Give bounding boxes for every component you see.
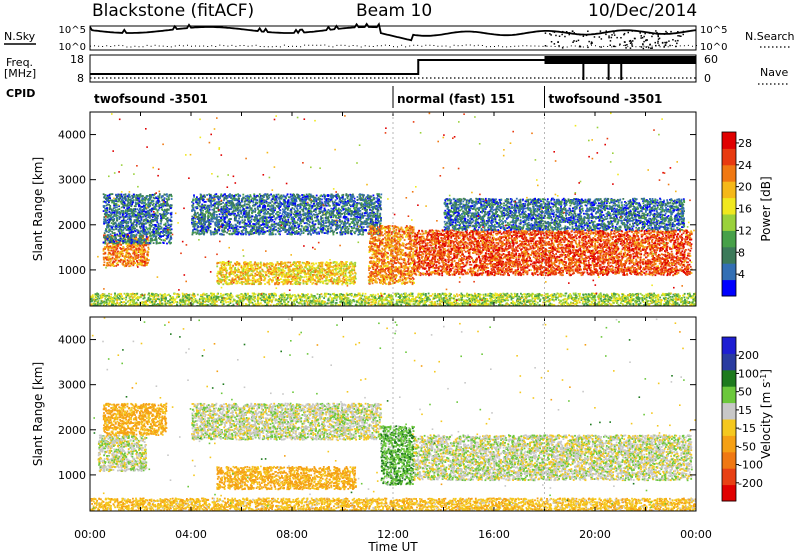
nsky-label: N.Sky <box>4 30 36 43</box>
velocity-colorbar-tick-label: -100 <box>738 459 763 472</box>
beam-title: Beam 10 <box>356 1 432 21</box>
ytick-label: 2000 <box>58 219 86 232</box>
scatter-region <box>90 292 696 306</box>
ytick-label: 3000 <box>58 174 86 187</box>
scatter-region <box>216 260 357 286</box>
power-scatter <box>90 112 696 306</box>
ytick-label: 1000 <box>58 264 86 277</box>
freq-tick-lo: 8 <box>77 72 84 85</box>
power-colorbar-tick-label: 28 <box>738 137 752 150</box>
scatter-region <box>102 193 173 245</box>
velocity-colorbar-tick-label: -50 <box>738 440 756 453</box>
nave-tick-hi: 60 <box>704 53 718 66</box>
velocity-colorbar-swatch <box>722 353 736 371</box>
power-colorbar-tick-label: 4 <box>738 268 745 281</box>
xtick-label: 08:00 <box>276 528 308 541</box>
ytick-label: 4000 <box>58 129 86 142</box>
cpid-row: twofsound -3501 normal (fast) 151 twofsoun… <box>94 86 662 108</box>
scatter-region <box>216 465 357 491</box>
velocity-colorbar-swatch <box>722 419 736 436</box>
ytick-label: 2000 <box>58 424 86 437</box>
scatter-region <box>90 497 696 511</box>
power-colorbar-swatch <box>722 132 736 149</box>
xtick-label: 00:00 <box>680 528 712 541</box>
freq-tick-hi: 18 <box>70 53 84 66</box>
power-colorbar-swatch <box>722 181 736 199</box>
ytick-label: 1000 <box>58 469 86 482</box>
power-colorbar-swatch <box>722 164 736 182</box>
velocity-axes: 1000 2000 3000 4000 <box>58 317 697 511</box>
velocity-colorbar-swatch <box>722 468 736 486</box>
power-colorbar-swatch <box>722 230 736 248</box>
xaxis-label: Time UT <box>367 540 418 554</box>
power-axes: 1000 2000 3000 4000 <box>58 112 697 306</box>
cpid-segment-label: twofsound -3501 <box>94 92 208 106</box>
power-colorbar-swatch <box>722 279 736 297</box>
velocity-colorbar-swatch <box>722 386 736 404</box>
velocity-colorbar-swatch <box>722 435 736 453</box>
cpid-label: CPID <box>6 87 35 100</box>
power-colorbar-tick-label: 20 <box>738 181 752 194</box>
scatter-region <box>443 197 686 232</box>
xtick-label: 16:00 <box>478 528 510 541</box>
noise-tick-lo-left: 10^0 <box>59 42 86 53</box>
xtick-label: 04:00 <box>175 528 207 541</box>
noise-tick-hi-right: 10^5 <box>700 25 727 36</box>
station-title: Blackstone (fitACF) <box>92 1 254 21</box>
time-axis: 00:00 04:00 08:00 12:00 16:00 20:00 00:00 <box>74 528 712 541</box>
velocity-colorbar-tick-label: 50 <box>738 386 752 399</box>
power-colorbar-tick-label: 8 <box>738 246 745 259</box>
freq-label: Freq. <box>6 56 33 69</box>
velocity-colorbar-label: Velocity [m s-1] <box>759 369 773 459</box>
power-ylabel: Slant Range [km] <box>31 157 45 261</box>
xtick-label: 20:00 <box>579 528 611 541</box>
velocity-colorbar-swatch <box>722 451 736 469</box>
power-colorbar-label: Power [dB] <box>759 176 773 241</box>
nsearch-trace <box>90 44 697 48</box>
nave-label: Nave <box>760 66 788 79</box>
power-colorbar-swatch <box>722 197 736 215</box>
power-colorbar-tick-label: 16 <box>738 203 752 216</box>
nsky-trace <box>89 22 697 42</box>
velocity-colorbar-swatch <box>722 484 736 502</box>
freq-unit-label: [MHz] <box>4 67 36 80</box>
noise-tick-hi-left: 10^5 <box>59 25 86 36</box>
velocity-colorbar-tick-label: -200 <box>738 477 763 490</box>
velocity-colorbar: 200 100 50 15 -15 -50 -100 -200 <box>721 336 763 502</box>
scatter-region <box>191 402 383 441</box>
noise-traces <box>89 22 697 50</box>
power-colorbar-swatch <box>722 214 736 231</box>
nave-tick-lo: 0 <box>704 72 711 85</box>
velocity-ylabel: Slant Range [km] <box>31 362 45 466</box>
xtick-label: 00:00 <box>74 528 106 541</box>
velocity-colorbar-tick-label: 100 <box>738 367 759 380</box>
power-colorbar-swatch <box>722 263 736 281</box>
velocity-colorbar-tick-label: 200 <box>738 349 759 362</box>
noise-tick-lo-right: 10^0 <box>700 42 727 53</box>
power-colorbar-swatch <box>722 246 736 264</box>
scatter-region <box>413 229 693 277</box>
cpid-segment-label: normal (fast) 151 <box>397 92 515 106</box>
power-colorbar-tick-label: 12 <box>738 224 752 237</box>
freq-nave-traces <box>90 56 696 80</box>
date-title: 10/Dec/2014 <box>588 1 697 21</box>
velocity-colorbar-tick-label: -15 <box>738 422 756 435</box>
power-colorbar: 4 8 12 16 20 24 28 <box>721 131 752 297</box>
scatter-region <box>97 434 148 473</box>
power-colorbar-tick-label: 24 <box>738 159 752 172</box>
velocity-colorbar-swatch <box>722 402 736 420</box>
scatter-region <box>102 402 168 436</box>
velocity-colorbar-tick-label: 15 <box>738 404 752 417</box>
velocity-colorbar-swatch <box>722 369 736 387</box>
ytick-label: 3000 <box>58 379 86 392</box>
power-colorbar-swatch <box>722 148 736 166</box>
ytick-label: 4000 <box>58 334 86 347</box>
xtick-label: 12:00 <box>377 528 409 541</box>
cpid-segment-label: twofsound -3501 <box>549 92 663 106</box>
velocity-colorbar-swatch <box>722 337 736 354</box>
nsearch-label: N.Search <box>745 30 795 43</box>
scatter-region <box>367 224 415 286</box>
